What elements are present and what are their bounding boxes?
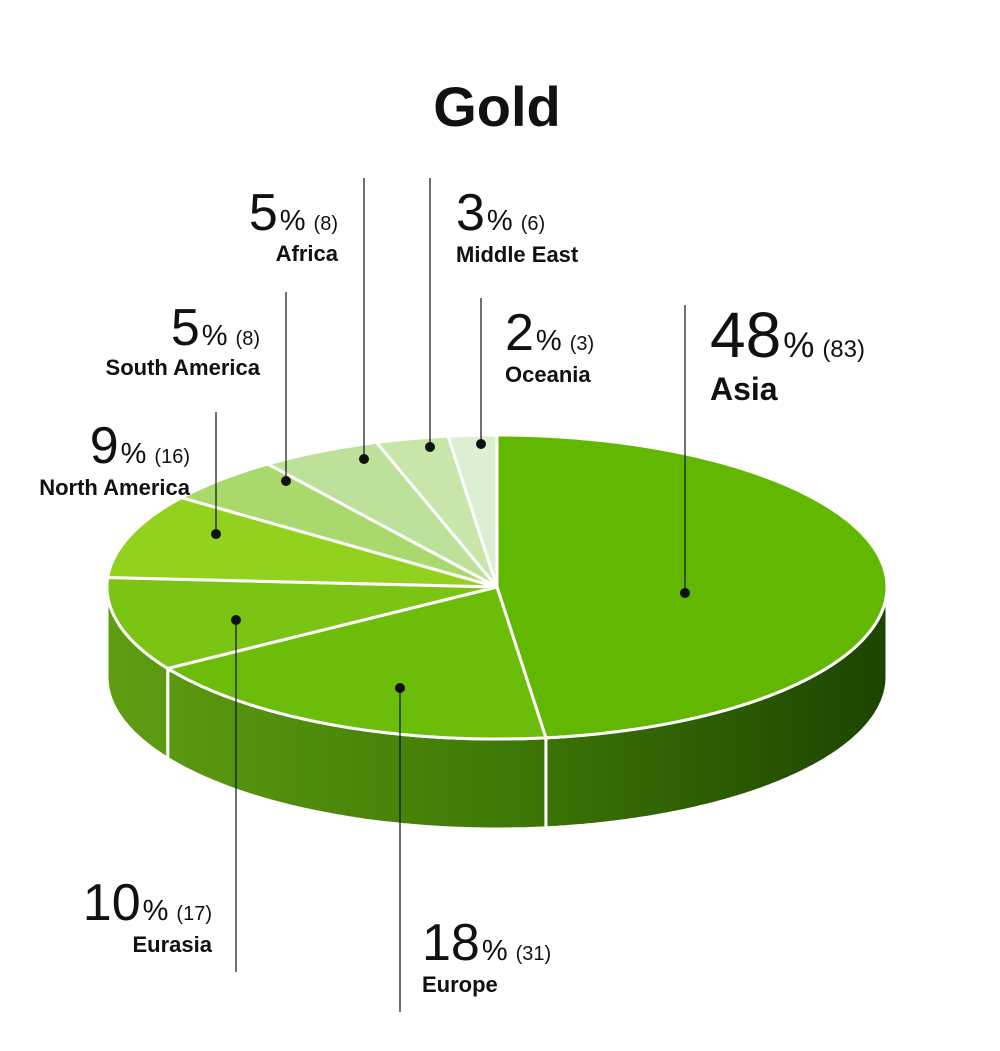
percent-sign: % bbox=[280, 205, 306, 237]
percent-sign: % bbox=[536, 325, 562, 357]
value-label: 48% (83) bbox=[710, 299, 865, 371]
count-label: (6) bbox=[521, 213, 545, 235]
leader-dot bbox=[395, 683, 405, 693]
count-label: (31) bbox=[516, 943, 552, 965]
category-label: Eurasia bbox=[133, 932, 213, 957]
percent-value: 5 bbox=[249, 184, 278, 242]
slice bbox=[166, 585, 548, 741]
slice bbox=[105, 576, 499, 670]
percent-sign: % bbox=[143, 895, 169, 927]
category-label: Asia bbox=[710, 371, 778, 407]
percent-sign: % bbox=[783, 326, 814, 365]
count-label: (16) bbox=[154, 446, 190, 468]
percent-value: 48 bbox=[710, 299, 781, 371]
leader-dot bbox=[680, 588, 690, 598]
percent-value: 18 bbox=[422, 914, 480, 972]
category-label: Europe bbox=[422, 972, 498, 997]
chart-title: Gold bbox=[433, 75, 561, 138]
slice bbox=[180, 462, 499, 589]
category-label: North America bbox=[39, 475, 191, 500]
value-label: 18% (31) bbox=[422, 914, 551, 972]
count-label: (3) bbox=[570, 333, 594, 355]
percent-value: 5 bbox=[171, 299, 200, 357]
category-label: Africa bbox=[276, 241, 339, 266]
value-label: 5% (8) bbox=[171, 299, 260, 357]
leader-dot bbox=[281, 476, 291, 486]
percent-value: 2 bbox=[505, 304, 534, 362]
value-label: 5% (8) bbox=[249, 184, 338, 242]
slice bbox=[446, 433, 499, 589]
value-label: 10% (17) bbox=[83, 874, 212, 932]
percent-value: 3 bbox=[456, 184, 485, 242]
slice bbox=[495, 433, 889, 740]
category-label: Middle East bbox=[456, 242, 579, 267]
leader-dot bbox=[231, 615, 241, 625]
leader-dot bbox=[359, 454, 369, 464]
leader-dot bbox=[211, 529, 221, 539]
value-label: 9% (16) bbox=[90, 417, 190, 475]
value-label: 3% (6) bbox=[456, 184, 545, 242]
percent-value: 9 bbox=[90, 417, 119, 475]
count-label: (17) bbox=[176, 903, 212, 925]
leader-dot bbox=[425, 442, 435, 452]
percent-sign: % bbox=[202, 320, 228, 352]
category-label: Oceania bbox=[505, 362, 591, 387]
percent-sign: % bbox=[487, 205, 513, 237]
value-label: 2% (3) bbox=[505, 304, 594, 362]
slice bbox=[106, 496, 499, 589]
slice bbox=[375, 434, 499, 589]
percent-sign: % bbox=[121, 438, 147, 470]
count-label: (8) bbox=[236, 328, 260, 350]
count-label: (8) bbox=[314, 213, 338, 235]
percent-value: 10 bbox=[83, 874, 141, 932]
leader-dot bbox=[476, 439, 486, 449]
count-label: (83) bbox=[822, 336, 865, 363]
percent-sign: % bbox=[482, 935, 508, 967]
category-label: South America bbox=[106, 355, 261, 380]
slice bbox=[266, 440, 499, 589]
